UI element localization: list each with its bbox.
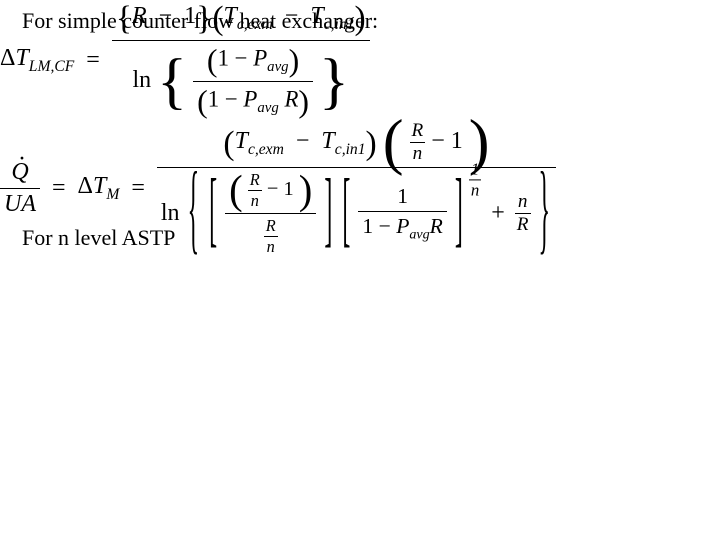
c-exm-2: c,exm xyxy=(248,141,284,158)
m-sub: M xyxy=(106,186,119,203)
t-symbol: T xyxy=(15,45,28,71)
ua-text: UA xyxy=(4,191,36,217)
q-dot: Q xyxy=(11,159,28,186)
one-5: 1 xyxy=(283,178,293,200)
n-4: n xyxy=(469,179,481,200)
p-avg-sub: avg xyxy=(267,59,288,75)
text-line-1: For simple counter flow heat exchanger: xyxy=(22,8,378,34)
n-5: n xyxy=(515,191,531,213)
eq2-rhs: (Tc,exm − Tc,in1) ( R n − 1 ) ln { [ xyxy=(157,120,556,257)
equals-1: = xyxy=(52,175,66,201)
one-lit-3: 1 xyxy=(208,86,219,111)
one-lit-2: 1 xyxy=(218,45,229,70)
equals-2: = xyxy=(131,175,145,201)
ln-2: ln xyxy=(161,200,180,226)
minus-8: − xyxy=(379,214,391,238)
eq2-denominator: ln { [ ( R n − 1 ) xyxy=(157,167,556,257)
delta-t-m: ΔTM xyxy=(78,173,126,199)
ln-text: ln xyxy=(132,67,151,93)
text-line-2: For n level ASTP xyxy=(22,225,175,251)
delta-symbol: Δ xyxy=(0,45,15,71)
lm-cf-subscript: LM,CF xyxy=(29,57,75,74)
plus-1: + xyxy=(491,200,505,226)
c-in1-2: c,in1 xyxy=(335,141,366,158)
r-6: R xyxy=(430,214,443,238)
eq2-numerator: (Tc,exm − Tc,in1) ( R n − 1 ) xyxy=(157,120,556,167)
n-2: n xyxy=(248,190,262,211)
eq1-lhs: ΔTLM,CF xyxy=(0,45,74,76)
one-8: 1 xyxy=(469,159,481,179)
eq1-denominator: ln { (1 − Pavg) (1 − Pavg R) xyxy=(112,40,370,120)
minus-3: − xyxy=(235,45,248,70)
minus-6: − xyxy=(431,128,445,154)
one-4: 1 xyxy=(451,128,463,154)
r-7: R xyxy=(515,213,531,236)
equals-sign: = xyxy=(86,47,100,74)
minus-7: − xyxy=(267,178,279,200)
minus-5: − xyxy=(296,128,310,154)
one-7: 1 xyxy=(362,214,373,238)
minus-4: − xyxy=(225,86,238,111)
document-page: For simple counter flow heat exchanger: … xyxy=(0,0,720,540)
delta-2: Δ xyxy=(78,173,93,199)
eq2-qdot-over-ua: Q UA xyxy=(0,159,40,218)
r-4: R xyxy=(248,170,262,190)
r-5: R xyxy=(264,216,278,236)
one-6: 1 xyxy=(397,184,408,208)
n-1: n xyxy=(410,142,426,165)
n-3: n xyxy=(264,236,278,257)
r-3: R xyxy=(410,120,426,142)
avg-2: avg xyxy=(409,226,429,242)
p-2: P xyxy=(396,214,409,238)
r-var-2: R xyxy=(284,86,298,111)
p-avg-sub-2: avg xyxy=(257,100,278,116)
